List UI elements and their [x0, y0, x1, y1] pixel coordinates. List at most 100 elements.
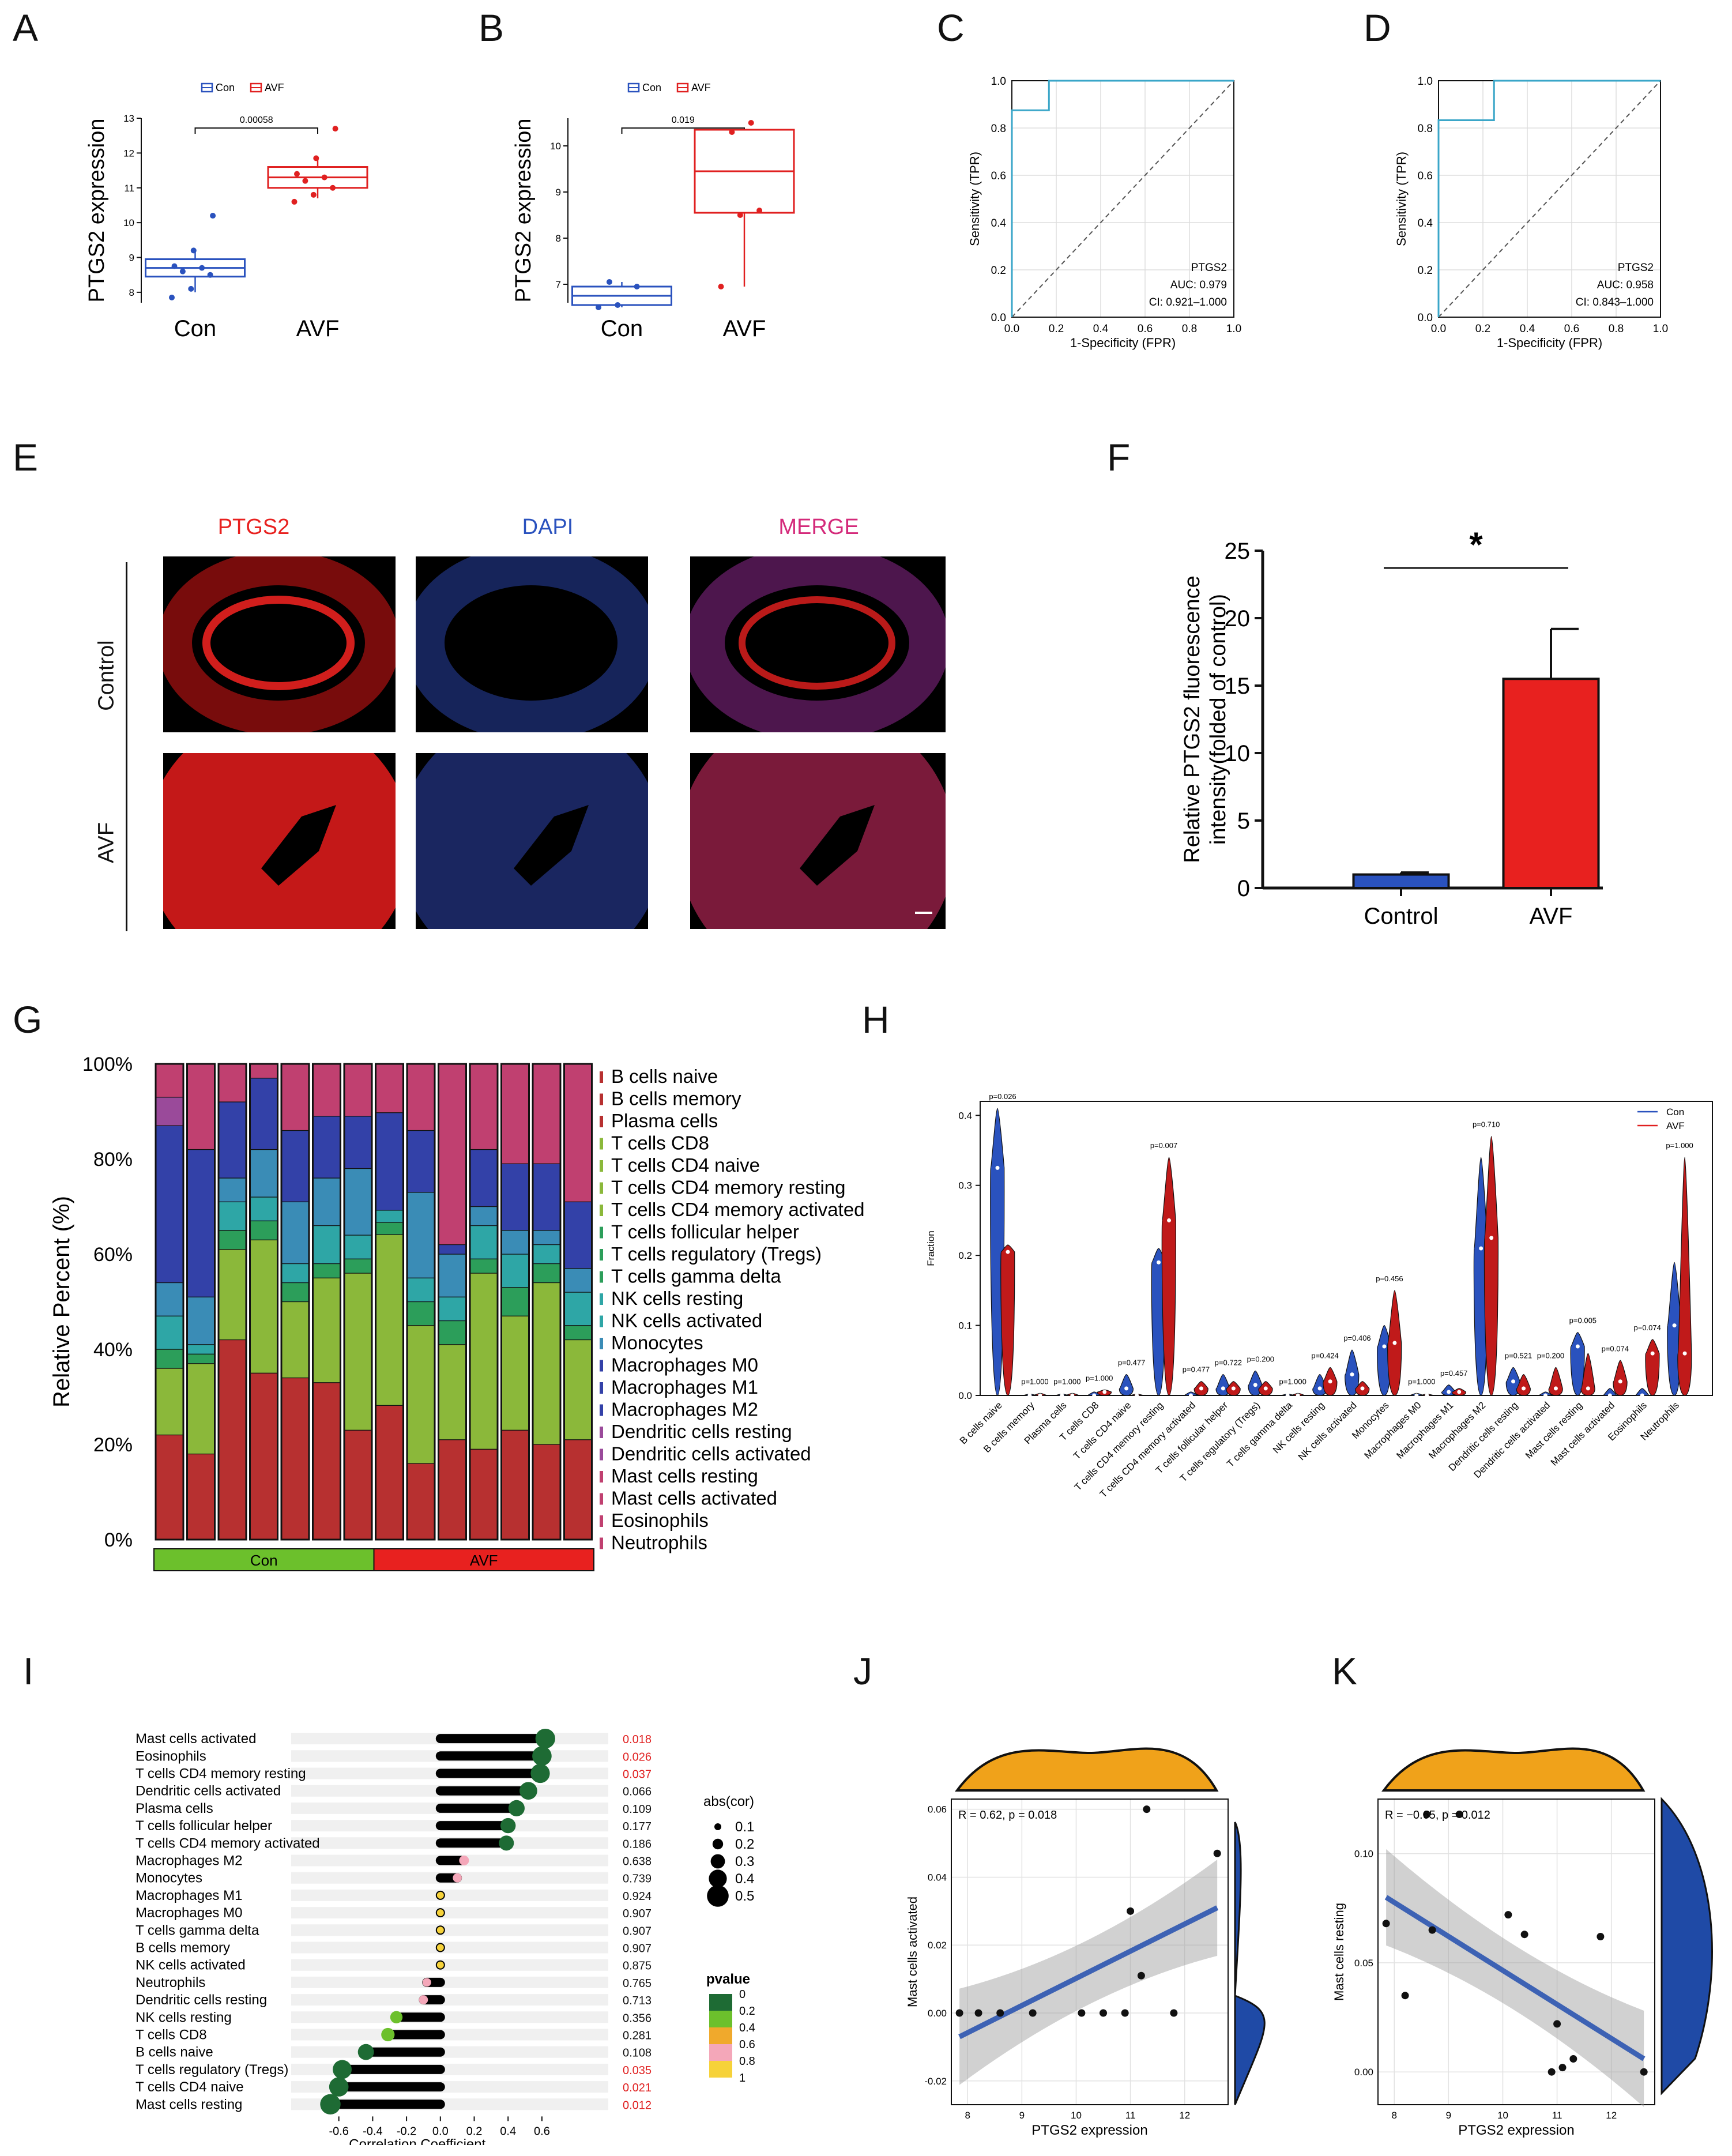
x-tick-label: Macrophages M2 [1426, 1399, 1488, 1461]
legend-swatch [600, 1471, 603, 1483]
if-image-avf-merge [690, 753, 946, 929]
y-tick-label: 0.6 [1418, 170, 1433, 182]
panel-k-scatter: R = −0.65, p = 0.012 8 9 10 11 12 0.00 0.05 0.10… [1332, 1747, 1713, 2138]
stack-segment [155, 1434, 184, 1540]
stack-segment [375, 1210, 404, 1223]
stack-segment [375, 1112, 404, 1211]
legend-swatch [600, 1515, 603, 1527]
y-tick-label: 0.00 [1354, 2067, 1373, 2078]
panel-b-boxplot: 7 8 9 10 PTGS2 expression Con AVF 0.019 Con AVF [513, 82, 795, 341]
panel-label-b: B [479, 6, 504, 49]
row-pvalue: 0.018 [623, 1733, 652, 1746]
row-pvalue: 0.021 [623, 2082, 652, 2094]
legend-label-con: Con [642, 82, 661, 93]
row-label: T cells follicular helper [135, 1818, 272, 1834]
data-point [1520, 1931, 1528, 1939]
lollipop-head [422, 1978, 431, 1987]
violin-pvalue: p=0.005 [1569, 1316, 1597, 1325]
legend-swatch [600, 1293, 603, 1305]
violin-pvalue: p=0.521 [1505, 1351, 1532, 1360]
y-tick-label: 0.0 [1418, 312, 1433, 324]
legend-label-avf: AVF [1666, 1120, 1685, 1131]
color-legend-label: 0 [739, 1988, 745, 2001]
data-point [1127, 1907, 1135, 1915]
violin-con [1119, 1374, 1134, 1396]
row-pvalue: 0.907 [623, 1925, 652, 1937]
x-tick-label: 8 [1392, 2110, 1397, 2121]
stack-segment [563, 1063, 593, 1202]
x-tick-label: 0.8 [1609, 323, 1624, 335]
stack-segment [532, 1282, 561, 1445]
data-point [188, 285, 194, 292]
stack-segment [249, 1239, 278, 1374]
row-stripe [291, 1889, 608, 1901]
y-axis-label: Mast cells activated [905, 1897, 920, 2007]
stack-segment [344, 1235, 372, 1259]
y-tick-label: 0.0 [958, 1390, 972, 1401]
stack-segment [218, 1249, 247, 1341]
violin-pvalue: p=0.710 [1473, 1120, 1500, 1129]
y-axis-label: PTGS2 expression [86, 119, 109, 303]
data-point [310, 191, 317, 198]
stack-segment [500, 1163, 530, 1231]
stack-segment [218, 1177, 247, 1202]
stack-segment [249, 1220, 278, 1240]
x-tick-label: 0.4 [1093, 323, 1109, 335]
pvalue-bracket [194, 127, 318, 134]
y-tick-label: 12 [123, 148, 134, 159]
violin-con [1570, 1332, 1585, 1396]
violin-median [1489, 1236, 1494, 1240]
data-point [1382, 1920, 1390, 1928]
legend-swatch [600, 1226, 603, 1239]
stack-segment [312, 1225, 341, 1265]
legend-label: NK cells activated [611, 1310, 762, 1331]
diagonal-reference [1011, 80, 1234, 318]
stack-segment [186, 1353, 216, 1364]
stack-segment [438, 1320, 467, 1345]
row-pvalue: 0.037 [623, 1769, 652, 1781]
data-point [207, 272, 213, 278]
stack-segment [218, 1339, 247, 1540]
violin-median [1607, 1393, 1612, 1398]
row-label: Mast cells activated [135, 1731, 256, 1747]
y-axis-label: Sensitivity (TPR) [1394, 152, 1409, 246]
violin-median [1253, 1383, 1257, 1387]
row-pvalue: 0.875 [623, 1960, 652, 1973]
x-tick-label: AVF [296, 316, 340, 341]
row-label: Plasma cells [135, 1801, 213, 1816]
data-point [718, 284, 724, 289]
legend-label-avf: AVF [265, 82, 284, 93]
violin-median [1425, 1393, 1429, 1398]
y-tick-label: 0.04 [928, 1872, 947, 1883]
stack-segment [532, 1444, 561, 1540]
stack-segment [218, 1201, 247, 1231]
legend-label-con: Con [216, 82, 235, 93]
size-legend-label: 0.4 [735, 1871, 754, 1887]
violin-pvalue: p=1.000 [1021, 1377, 1048, 1386]
color-legend-label: 1 [739, 2072, 745, 2084]
x-axis-label: Correlation Coefficient [349, 2136, 485, 2145]
lollipop-head [519, 1782, 537, 1800]
x-tick-label: 0.2 [466, 2125, 483, 2138]
x-tick-label: 0.4 [500, 2125, 516, 2138]
lollipop-head [508, 1800, 525, 1816]
stack-segment [249, 1063, 278, 1079]
row-pvalue: 0.638 [623, 1856, 652, 1868]
stack-segment [155, 1097, 184, 1126]
violin-median [1006, 1250, 1010, 1254]
stack-segment [375, 1063, 404, 1113]
stack-segment [344, 1429, 372, 1540]
stack-bar-outline [375, 1063, 404, 1541]
stack-segment [375, 1222, 404, 1235]
stack-segment [218, 1063, 247, 1103]
data-point [1423, 1811, 1431, 1818]
stack-segment [155, 1125, 184, 1284]
y-axis-label: Sensitivity (TPR) [967, 152, 982, 246]
stack-segment [186, 1363, 216, 1455]
violin-median [1650, 1351, 1655, 1356]
row-label: Neutrophils [135, 1975, 205, 1991]
stack-segment [155, 1063, 184, 1098]
violin-median [1382, 1344, 1387, 1349]
stack-segment [155, 1282, 184, 1316]
x-tick-label: 12 [1179, 2110, 1190, 2121]
